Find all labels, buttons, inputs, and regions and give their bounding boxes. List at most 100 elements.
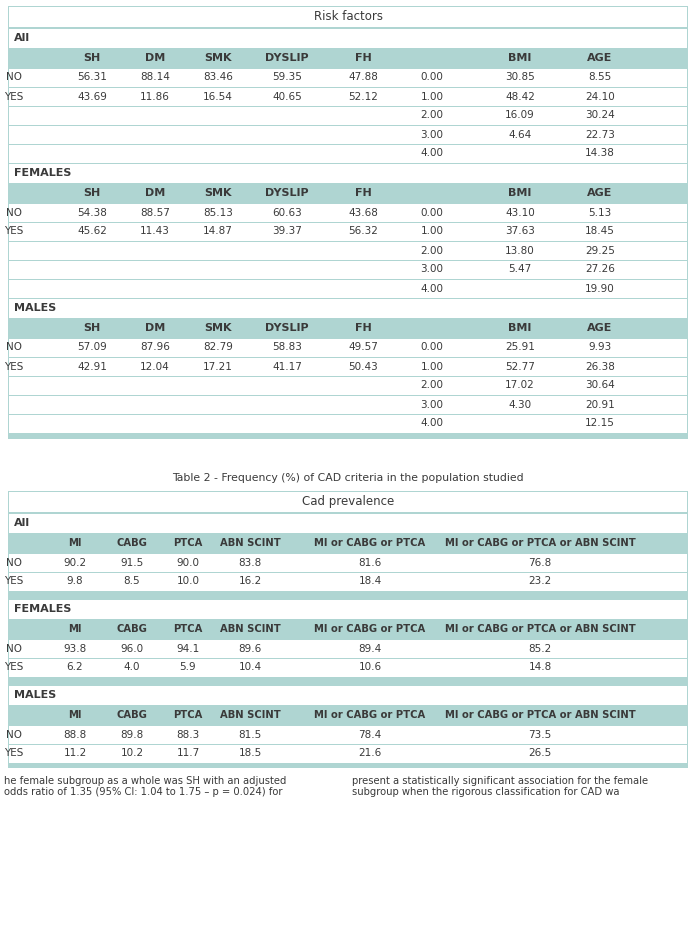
Text: 78.4: 78.4 [358, 730, 381, 740]
Text: 9.8: 9.8 [67, 577, 84, 586]
Text: 89.8: 89.8 [120, 730, 143, 740]
Text: YES: YES [4, 92, 24, 102]
Text: 43.69: 43.69 [77, 92, 107, 102]
Text: 18.4: 18.4 [358, 577, 381, 586]
Bar [9, 261, 687, 279]
Bar [9, 573, 687, 591]
Bar [8, 763, 688, 768]
Text: 21.6: 21.6 [358, 748, 381, 758]
Text: 90.2: 90.2 [63, 557, 86, 568]
Text: ABN SCINT: ABN SCINT [220, 710, 280, 720]
Text: FEMALES: FEMALES [14, 168, 72, 178]
Bar [8, 6, 688, 28]
Text: 16.2: 16.2 [238, 577, 262, 586]
Text: SMK: SMK [204, 53, 232, 63]
Text: 85.13: 85.13 [203, 207, 233, 218]
Bar [9, 88, 687, 106]
Text: 1.00: 1.00 [420, 227, 443, 236]
Text: 43.68: 43.68 [348, 207, 378, 218]
Text: 0.00: 0.00 [420, 343, 443, 353]
Text: 3.00: 3.00 [420, 399, 443, 409]
Bar [9, 107, 687, 125]
Text: 52.12: 52.12 [348, 92, 378, 102]
Bar [9, 280, 687, 298]
Text: 10.2: 10.2 [120, 748, 143, 758]
Text: 54.38: 54.38 [77, 207, 107, 218]
Text: ABN SCINT: ABN SCINT [220, 538, 280, 548]
Text: CABG: CABG [116, 538, 148, 548]
Bar [8, 513, 688, 591]
Text: 4.30: 4.30 [509, 399, 532, 409]
Text: SMK: SMK [204, 323, 232, 333]
Text: 27.26: 27.26 [585, 265, 615, 274]
Text: 91.5: 91.5 [120, 557, 143, 568]
Text: he female subgroup as a whole was SH with an adjusted: he female subgroup as a whole was SH wit… [4, 776, 286, 786]
Text: 29.25: 29.25 [585, 245, 615, 256]
Text: odds ratio of 1.35 (95% CI: 1.04 to 1.75 – p = 0.024) for: odds ratio of 1.35 (95% CI: 1.04 to 1.75… [4, 787, 283, 797]
Text: PTCA: PTCA [173, 710, 203, 720]
Bar [8, 599, 688, 677]
Bar [9, 745, 687, 763]
Bar [8, 163, 688, 298]
Text: 30.85: 30.85 [505, 72, 535, 82]
Text: 59.35: 59.35 [272, 72, 302, 82]
Text: 8.55: 8.55 [588, 72, 612, 82]
Text: 90.0: 90.0 [177, 557, 200, 568]
Bar [9, 554, 687, 572]
Text: FH: FH [355, 323, 372, 333]
Text: NO: NO [6, 72, 22, 82]
Text: 17.02: 17.02 [505, 381, 535, 391]
Text: SH: SH [84, 53, 101, 63]
Text: 82.79: 82.79 [203, 343, 233, 353]
Text: SH: SH [84, 323, 101, 333]
Text: All: All [14, 33, 30, 43]
Text: 56.32: 56.32 [348, 227, 378, 236]
Text: MI: MI [68, 624, 81, 634]
Text: DYSLIP: DYSLIP [265, 323, 309, 333]
Text: 5.47: 5.47 [508, 265, 532, 274]
Text: 37.63: 37.63 [505, 227, 535, 236]
Text: 1.00: 1.00 [420, 92, 443, 102]
Text: 4.64: 4.64 [508, 130, 532, 140]
Text: 18.45: 18.45 [585, 227, 615, 236]
Text: 25.91: 25.91 [505, 343, 535, 353]
Bar [9, 299, 687, 318]
Text: MI or CABG or PTCA: MI or CABG or PTCA [315, 710, 426, 720]
Bar [8, 685, 688, 763]
Text: 17.21: 17.21 [203, 361, 233, 371]
Text: 4.00: 4.00 [420, 148, 443, 158]
Text: 11.2: 11.2 [63, 748, 86, 758]
Text: MI or CABG or PTCA: MI or CABG or PTCA [315, 624, 426, 634]
Text: MI: MI [68, 710, 81, 720]
Text: 2.00: 2.00 [420, 110, 443, 120]
Text: 57.09: 57.09 [77, 343, 107, 353]
Text: MI or CABG or PTCA or ABN SCINT: MI or CABG or PTCA or ABN SCINT [445, 710, 635, 720]
Text: 87.96: 87.96 [140, 343, 170, 353]
Bar [9, 358, 687, 376]
Text: YES: YES [4, 577, 24, 586]
Text: FEMALES: FEMALES [14, 604, 72, 614]
Text: NO: NO [6, 207, 22, 218]
Text: 16.09: 16.09 [505, 110, 535, 120]
Text: 88.14: 88.14 [140, 72, 170, 82]
Text: 14.38: 14.38 [585, 148, 615, 158]
Text: 30.24: 30.24 [585, 110, 615, 120]
Bar [9, 396, 687, 414]
Text: YES: YES [4, 361, 24, 371]
Text: 58.83: 58.83 [272, 343, 302, 353]
Text: 12.04: 12.04 [140, 361, 170, 371]
Bar [9, 377, 687, 395]
Bar [9, 640, 687, 658]
Text: 1.00: 1.00 [420, 361, 443, 371]
Bar [9, 7, 687, 27]
Bar [9, 164, 687, 183]
Bar [8, 491, 688, 513]
Text: CABG: CABG [116, 710, 148, 720]
Text: 93.8: 93.8 [63, 644, 86, 654]
Text: 85.2: 85.2 [528, 644, 552, 654]
Text: 41.17: 41.17 [272, 361, 302, 371]
Text: 76.8: 76.8 [528, 557, 552, 568]
Text: present a statistically significant association for the female: present a statistically significant asso… [352, 776, 648, 786]
Text: 22.73: 22.73 [585, 130, 615, 140]
Text: 5.13: 5.13 [588, 207, 612, 218]
